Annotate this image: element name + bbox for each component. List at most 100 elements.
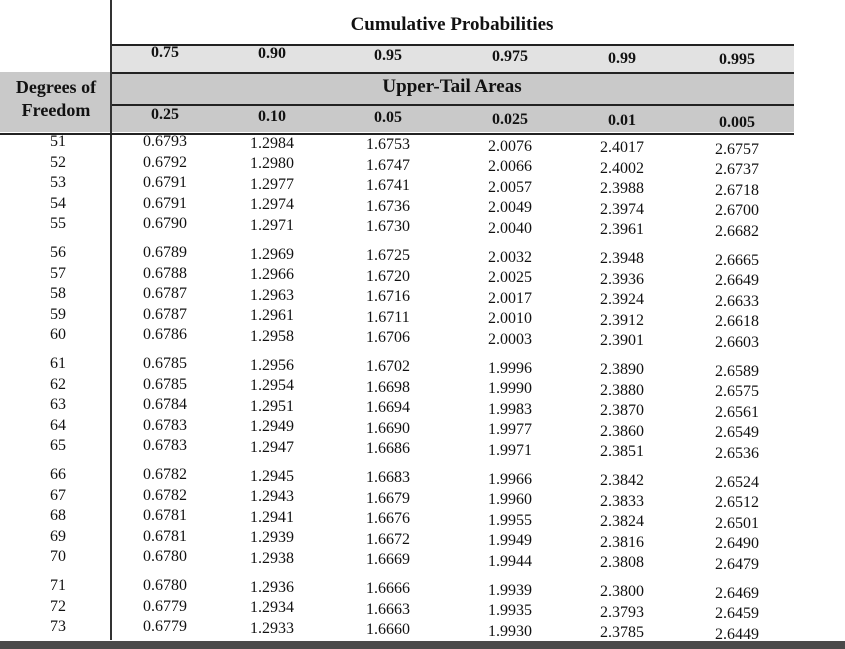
table-cell: 1.6711 [366,308,410,326]
table-cell: 0.6783 [143,437,187,455]
table-cell: 2.6589 [715,362,759,380]
table-cell: 1.2954 [250,377,294,395]
degrees-of-freedom: 67 [50,486,66,504]
table-cell: 1.6741 [366,177,410,195]
table-cell: 1.6716 [366,288,410,306]
table-cell: 2.6718 [715,181,759,199]
rule [112,104,794,106]
degrees-of-freedom: 60 [50,326,66,344]
table-cell: 1.6690 [366,419,410,437]
table-cell: 0.6791 [143,174,187,192]
table-cell: 2.3948 [600,250,644,267]
table-cell: 2.6649 [715,272,759,290]
table-cell: 0.6790 [143,215,187,233]
table-cell: 2.3851 [600,443,644,461]
table-cell: 2.6512 [715,494,759,512]
table-cell: 1.6725 [366,247,410,264]
table-cell: 1.2984 [250,134,294,152]
table-cell: 1.2963 [250,286,294,304]
upper-tail-band [0,72,794,132]
table-cell: 2.0066 [488,158,532,176]
degrees-of-freedom: 55 [50,215,66,233]
table-cell: 1.2936 [250,578,294,596]
table-cell: 2.3808 [600,554,644,572]
table-cell: 2.6633 [715,292,759,310]
degrees-of-freedom: 52 [50,153,66,171]
table-cell: 1.2971 [250,216,294,234]
table-cell: 1.2934 [250,599,294,617]
table-cell: 1.9960 [488,491,532,509]
table-cell: 1.2956 [250,356,294,374]
table-cell: 1.2961 [250,307,294,325]
table-cell: 1.9966 [488,470,532,488]
table-cell: 0.6791 [143,194,187,212]
table-cell: 1.6663 [366,600,410,618]
degrees-of-freedom: 62 [50,375,66,393]
table-cell: 2.3961 [600,221,644,239]
table-cell: 1.6702 [366,358,410,375]
table-cell: 1.2966 [250,266,294,284]
upper-tail-area: 0.10 [258,107,286,125]
table-cell: 2.3912 [600,311,644,329]
degrees-of-freedom: 69 [50,527,66,545]
table-cell: 0.6789 [143,244,187,261]
degrees-of-freedom: 59 [50,305,66,323]
table-cell: 1.9949 [488,532,532,550]
table-cell: 2.0010 [488,310,532,328]
footer-bar [0,641,845,649]
table-cell: 0.6785 [143,355,187,372]
table-cell: 2.0032 [488,248,532,266]
degrees-of-freedom: 70 [50,548,66,566]
table-cell: 0.6792 [143,153,187,171]
table-cell: 2.3870 [600,402,644,420]
table-cell: 2.6459 [715,605,759,623]
table-title: Cumulative Probabilities [350,14,554,35]
table-cell: 2.6618 [715,313,759,331]
table-cell: 0.6783 [143,416,187,434]
table-cell: 2.6549 [715,424,759,442]
table-cell: 1.6683 [366,469,410,486]
table-cell: 1.2943 [250,488,294,506]
table-cell: 2.3974 [600,200,644,218]
rule [112,72,794,74]
table-cell: 1.6720 [366,267,410,285]
table-cell: 1.6669 [366,551,410,569]
degrees-of-freedom: 58 [50,285,66,303]
table-cell: 1.2945 [250,467,294,485]
cumulative-prob: 0.90 [258,45,286,63]
upper-tail-area: 0.005 [719,114,755,131]
table-cell: 1.9971 [488,441,532,459]
table-cell: 1.2941 [250,508,294,526]
table-cell: 1.6686 [366,440,410,458]
table-cell: 1.9996 [488,359,532,377]
degrees-of-freedom: 61 [50,355,66,372]
table-cell: 2.4002 [600,159,644,177]
table-cell: 0.6780 [143,577,187,594]
cumulative-prob: 0.975 [492,48,528,66]
table-cell: 2.3988 [600,180,644,198]
table-cell: 2.6700 [715,202,759,220]
table-cell: 2.6561 [715,403,759,421]
table-cell: 2.6737 [715,161,759,179]
table-cell: 1.6706 [366,329,410,347]
table-cell: 1.2980 [250,155,294,173]
degrees-of-freedom: 53 [50,174,66,192]
table-cell: 2.6469 [715,584,759,602]
table-cell: 2.6665 [715,251,759,269]
upper-tail-area: 0.05 [374,109,402,127]
table-cell: 2.6490 [715,535,759,553]
table-cell: 2.6501 [715,514,759,532]
degrees-of-freedom: 68 [50,507,66,525]
table-cell: 1.6753 [366,136,410,153]
table-cell: 2.3793 [600,603,644,621]
table-cell: 2.0049 [488,199,532,217]
rule [0,133,794,135]
upper-tail-area: 0.25 [151,106,179,123]
table-cell: 2.0025 [488,269,532,287]
table-cell: 2.3901 [600,332,644,350]
table-cell: 1.6679 [366,489,410,507]
table-cell: 1.2947 [250,438,294,456]
table-cell: 1.6698 [366,378,410,396]
table-cell: 0.6788 [143,264,187,282]
table-cell: 1.9930 [488,622,532,640]
